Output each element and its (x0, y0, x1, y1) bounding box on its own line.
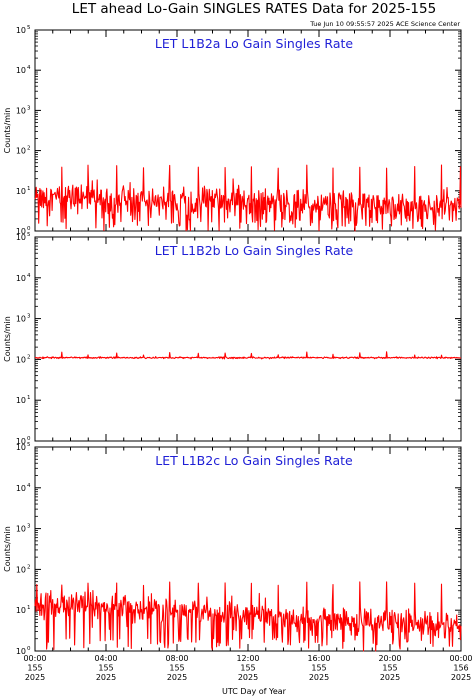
x-tick-label: 156 (453, 664, 468, 673)
x-tick-label: 2025 (451, 673, 471, 682)
panel-title: LET L1B2c Lo Gain Singles Rate (155, 453, 353, 468)
x-tick-label: 155 (27, 664, 42, 673)
y-tick-exponent: 1 (27, 605, 31, 611)
generated-timestamp: Tue Jun 10 09:55:57 2025 ACE Science Cen… (309, 20, 460, 28)
x-tick-label: 2025 (167, 673, 187, 682)
y-tick-label: 10 (16, 606, 26, 615)
x-tick-label: 16:00 (307, 654, 330, 663)
y-tick-exponent: 5 (27, 232, 31, 238)
y-tick-label: 10 (16, 396, 26, 405)
y-tick-exponent: 3 (27, 105, 31, 111)
series-line (34, 581, 462, 652)
x-tick-label: 2025 (238, 673, 258, 682)
y-tick-exponent: 0 (27, 226, 31, 232)
x-tick-label: 155 (240, 664, 255, 673)
x-tick-label: 20:00 (378, 654, 401, 663)
y-tick-exponent: 3 (27, 314, 31, 320)
x-tick-label: 00:00 (449, 654, 472, 663)
y-axis-label: Counts/min (3, 108, 12, 154)
x-tick-label: 2025 (96, 673, 116, 682)
x-tick-label: 04:00 (94, 654, 117, 663)
x-tick-label: 155 (311, 664, 326, 673)
y-tick-label: 10 (16, 274, 26, 283)
y-tick-label: 10 (16, 647, 26, 656)
y-tick-label: 10 (16, 147, 26, 156)
y-tick-exponent: 4 (27, 65, 31, 71)
x-tick-label: 2025 (380, 673, 400, 682)
series-line (35, 351, 462, 360)
panel-title: LET L1B2a Lo Gain Singles Rate (155, 36, 354, 51)
y-tick-label: 10 (16, 233, 26, 242)
y-tick-label: 10 (16, 26, 26, 35)
y-axis-label: Counts/min (3, 316, 12, 362)
y-tick-label: 10 (16, 227, 26, 236)
y-tick-label: 10 (16, 565, 26, 574)
y-tick-label: 10 (16, 106, 26, 115)
y-tick-exponent: 5 (27, 442, 31, 448)
plot-frame (34, 29, 462, 232)
y-axis-label: Counts/min (3, 526, 12, 572)
x-tick-label: 00:00 (23, 654, 46, 663)
y-tick-exponent: 1 (27, 395, 31, 401)
y-tick-exponent: 4 (27, 273, 31, 279)
x-tick-label: 2025 (25, 673, 45, 682)
y-tick-exponent: 1 (27, 186, 31, 192)
y-tick-label: 10 (16, 355, 26, 364)
y-tick-exponent: 0 (27, 646, 31, 652)
y-tick-exponent: 3 (27, 524, 31, 530)
y-tick-label: 10 (16, 443, 26, 452)
series-line (34, 164, 462, 232)
y-tick-exponent: 5 (27, 25, 31, 31)
y-tick-exponent: 2 (27, 564, 31, 570)
x-tick-label: 155 (98, 664, 113, 673)
y-tick-label: 10 (16, 315, 26, 324)
x-tick-label: 12:00 (236, 654, 259, 663)
y-tick-exponent: 2 (27, 354, 31, 360)
x-tick-labels: 00:00155202504:00155202508:00155202512:0… (23, 654, 472, 682)
x-tick-label: 2025 (309, 673, 329, 682)
y-tick-exponent: 2 (27, 146, 31, 152)
y-tick-label: 10 (16, 525, 26, 534)
x-axis-label: UTC Day of Year (222, 687, 287, 696)
y-tick-label: 10 (16, 66, 26, 75)
y-tick-exponent: 0 (27, 436, 31, 442)
x-tick-label: 155 (169, 664, 184, 673)
x-tick-label: 08:00 (165, 654, 188, 663)
x-tick-label: 155 (382, 664, 397, 673)
panel-title: LET L1B2b Lo Gain Singles Rate (155, 243, 354, 258)
figure-title: LET ahead Lo-Gain SINGLES RATES Data for… (72, 1, 436, 17)
y-tick-label: 10 (16, 187, 26, 196)
plot-frame (34, 236, 462, 442)
y-tick-exponent: 4 (27, 483, 31, 489)
y-tick-label: 10 (16, 484, 26, 493)
y-tick-label: 10 (16, 437, 26, 446)
